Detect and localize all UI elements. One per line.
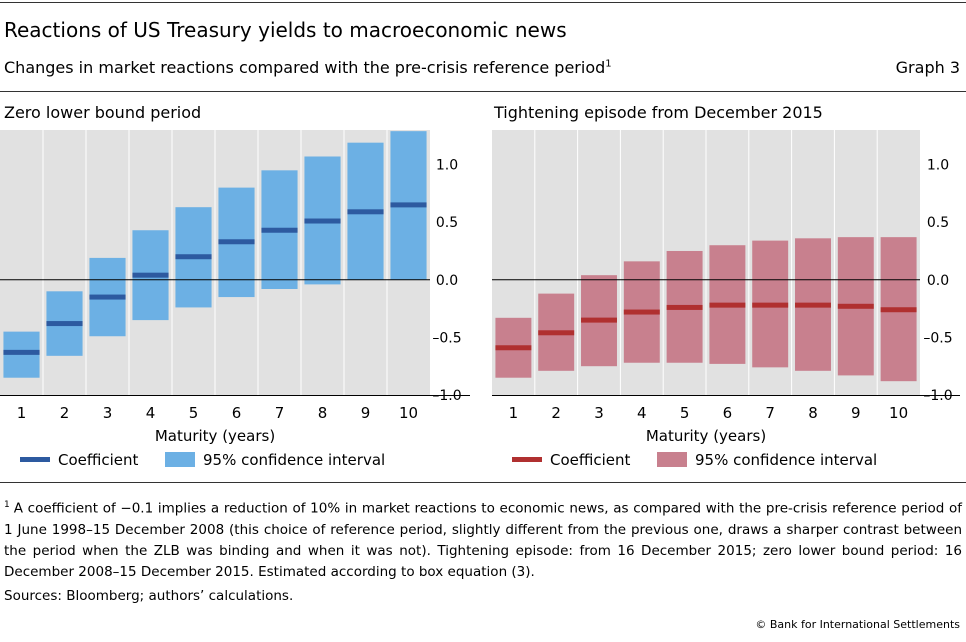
tightening-coefficient-mark (837, 303, 874, 309)
tightening-ytick-label: –0.5 (923, 330, 952, 346)
tightening-legend-interval-swatch (657, 452, 687, 467)
zlb-legend-coefficient-label: Coefficient (58, 451, 139, 469)
tightening-coefficient-mark (581, 317, 617, 323)
tightening-ytick-label: 0.0 (927, 273, 949, 289)
top-rule (0, 2, 966, 3)
zlb-coefficient-mark (132, 272, 169, 278)
footnote-mark: 1 (4, 500, 10, 510)
right-panel-title: Tightening episode from December 2015 (494, 103, 823, 122)
zlb-coefficient-mark (46, 321, 83, 327)
tightening-ytick-label: 0.5 (927, 215, 949, 231)
tightening-coefficient-mark (666, 304, 703, 310)
tightening-xtick-label: 4 (637, 404, 647, 422)
zlb-xtick-label: 2 (60, 404, 70, 422)
tightening-xtick-label: 9 (851, 404, 861, 422)
zlb-coefficient-mark (347, 209, 384, 215)
tightening-coefficient-mark (880, 307, 917, 313)
zlb-xaxis-title: Maturity (years) (155, 427, 275, 445)
sources: Sources: Bloomberg; authors’ calculation… (4, 588, 294, 604)
tightening-coefficient-mark (495, 345, 532, 351)
zlb-legend-interval-swatch (165, 452, 195, 467)
chart-title: Reactions of US Treasury yields to macro… (4, 18, 567, 42)
tightening-xtick-label: 1 (509, 404, 519, 422)
zlb-legend-coefficient-swatch (20, 457, 50, 462)
graph-number: Graph 3 (895, 58, 960, 77)
tightening-coefficient-mark (538, 330, 575, 336)
copyright: © Bank for International Settlements (755, 618, 960, 631)
subtitle-footnote-mark: 1 (605, 58, 612, 70)
chart-subtitle: Changes in market reactions compared wit… (4, 58, 612, 77)
footnote-rule (0, 482, 966, 483)
zlb-coefficient-mark (261, 227, 298, 233)
zlb-coefficient-mark (175, 254, 212, 260)
tightening-xtick-label: 6 (723, 404, 733, 422)
zlb-legend-interval-label: 95% confidence interval (203, 451, 385, 469)
tightening-xtick-label: 5 (680, 404, 690, 422)
tightening-coefficient-mark (795, 302, 831, 308)
subtitle-text: Changes in market reactions compared wit… (4, 58, 606, 77)
zlb-coefficient-mark (3, 349, 40, 355)
tightening-xtick-label: 8 (808, 404, 818, 422)
tightening-coefficient-mark (709, 302, 746, 308)
tightening-ytick-label: 1.0 (927, 158, 949, 174)
tightening-xtick-label: 10 (889, 404, 908, 422)
tightening-legend-coefficient-swatch (512, 457, 542, 462)
zlb-xtick-label: 5 (189, 404, 199, 422)
zlb-ytick-label: 1.0 (436, 158, 458, 174)
tightening-legend-coefficient-label: Coefficient (550, 451, 631, 469)
tightening-coefficient-mark (623, 309, 660, 315)
tightening-xtick-label: 7 (765, 404, 775, 422)
header-rule (0, 91, 966, 92)
zlb-ytick-label: 0.0 (436, 273, 458, 289)
tightening-xtick-label: 3 (594, 404, 604, 422)
footnote-text: A coefficient of −0.1 implies a reductio… (4, 500, 962, 581)
zlb-ytick-label: –0.5 (432, 330, 461, 346)
zlb-xtick-label: 3 (103, 404, 113, 422)
zlb-xtick-label: 8 (318, 404, 328, 422)
zlb-ytick-label: 0.5 (436, 215, 458, 231)
zlb-xtick-label: 1 (17, 404, 27, 422)
zlb-xtick-label: 4 (146, 404, 156, 422)
tightening-xaxis-title: Maturity (years) (646, 427, 766, 445)
left-panel-title: Zero lower bound period (4, 103, 202, 122)
zlb-xtick-label: 7 (275, 404, 285, 422)
tightening-coefficient-mark (752, 302, 789, 308)
zlb-xtick-label: 10 (399, 404, 418, 422)
zlb-xtick-label: 6 (232, 404, 242, 422)
tightening-xtick-label: 2 (551, 404, 561, 422)
zlb-coefficient-mark (390, 202, 427, 208)
zlb-xtick-label: 9 (361, 404, 371, 422)
zlb-coefficient-mark (89, 294, 126, 300)
tightening-legend-interval-label: 95% confidence interval (695, 451, 877, 469)
zlb-coefficient-mark (218, 239, 255, 245)
zlb-coefficient-mark (304, 218, 341, 224)
